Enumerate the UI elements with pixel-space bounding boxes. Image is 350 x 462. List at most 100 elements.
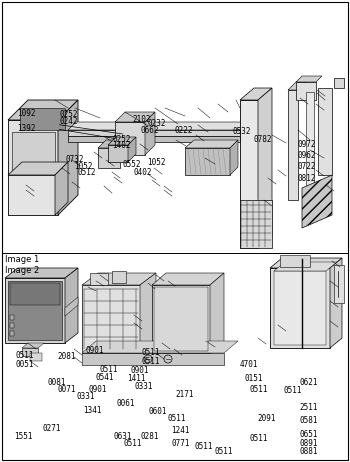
Text: 0512: 0512 xyxy=(78,168,96,177)
Polygon shape xyxy=(5,278,65,343)
Polygon shape xyxy=(115,122,145,155)
Polygon shape xyxy=(302,175,332,228)
Text: 1411: 1411 xyxy=(127,374,146,383)
Text: 0511: 0511 xyxy=(214,447,232,456)
Polygon shape xyxy=(98,140,128,148)
Text: 0071: 0071 xyxy=(58,385,76,395)
Text: Image 2: Image 2 xyxy=(5,266,39,275)
Text: 0972: 0972 xyxy=(298,140,316,149)
Polygon shape xyxy=(330,258,342,348)
Text: 0962: 0962 xyxy=(298,151,316,160)
Text: 0511: 0511 xyxy=(195,442,213,451)
Text: 0901: 0901 xyxy=(86,346,104,355)
Text: 0081: 0081 xyxy=(48,378,66,387)
Polygon shape xyxy=(68,122,248,130)
Polygon shape xyxy=(65,297,78,316)
Polygon shape xyxy=(288,90,298,200)
Text: 0901: 0901 xyxy=(131,366,149,375)
Text: 4701: 4701 xyxy=(240,360,258,370)
Text: 0601: 0601 xyxy=(149,407,167,416)
Polygon shape xyxy=(318,88,332,175)
Polygon shape xyxy=(108,145,128,162)
Polygon shape xyxy=(5,268,78,278)
Text: 0511: 0511 xyxy=(142,357,160,366)
Text: 0901: 0901 xyxy=(88,385,106,395)
Text: 0732: 0732 xyxy=(66,155,84,164)
Text: 0252: 0252 xyxy=(113,135,131,144)
Text: 0532: 0532 xyxy=(232,127,251,136)
Polygon shape xyxy=(68,130,240,136)
Text: 2511: 2511 xyxy=(300,403,318,412)
Text: 0511: 0511 xyxy=(142,347,160,357)
Text: 0621: 0621 xyxy=(300,378,318,387)
Polygon shape xyxy=(10,323,14,328)
Polygon shape xyxy=(20,108,65,130)
Polygon shape xyxy=(296,82,316,100)
Text: 0881: 0881 xyxy=(300,447,318,456)
Polygon shape xyxy=(210,273,224,353)
Polygon shape xyxy=(90,273,108,285)
Text: 0511: 0511 xyxy=(123,439,141,448)
Text: Image 1: Image 1 xyxy=(5,255,39,264)
Text: 1052: 1052 xyxy=(148,158,166,167)
Text: 0281: 0281 xyxy=(141,432,159,441)
Text: 0722: 0722 xyxy=(298,162,316,171)
Polygon shape xyxy=(12,132,55,210)
Polygon shape xyxy=(65,268,78,343)
Text: 0511: 0511 xyxy=(250,385,268,395)
Text: 1092: 1092 xyxy=(18,109,36,118)
Polygon shape xyxy=(108,137,136,145)
Polygon shape xyxy=(288,82,306,90)
Polygon shape xyxy=(306,92,314,190)
Polygon shape xyxy=(270,268,330,348)
Polygon shape xyxy=(152,273,224,285)
Polygon shape xyxy=(145,112,155,155)
Polygon shape xyxy=(115,112,155,122)
Polygon shape xyxy=(296,76,322,82)
Polygon shape xyxy=(8,281,62,340)
Polygon shape xyxy=(230,140,238,175)
Polygon shape xyxy=(274,271,326,345)
Polygon shape xyxy=(22,343,44,348)
Polygon shape xyxy=(185,140,238,148)
Text: 0242: 0242 xyxy=(60,117,78,127)
Text: 0402: 0402 xyxy=(134,168,152,177)
Text: 0581: 0581 xyxy=(300,416,318,425)
Text: 1402: 1402 xyxy=(113,141,131,151)
Polygon shape xyxy=(82,285,140,353)
Text: 0511: 0511 xyxy=(167,414,186,423)
Polygon shape xyxy=(240,200,272,248)
Text: 0812: 0812 xyxy=(298,174,316,183)
Polygon shape xyxy=(10,315,14,320)
Polygon shape xyxy=(22,348,38,356)
Polygon shape xyxy=(258,88,272,248)
Polygon shape xyxy=(112,271,126,283)
Text: 2081: 2081 xyxy=(57,352,76,361)
Text: 0511: 0511 xyxy=(284,386,302,395)
Polygon shape xyxy=(274,262,337,271)
Polygon shape xyxy=(128,137,136,162)
Text: 2171: 2171 xyxy=(176,390,194,399)
Polygon shape xyxy=(10,331,14,336)
Polygon shape xyxy=(68,136,240,142)
Polygon shape xyxy=(270,258,342,268)
Text: 0511: 0511 xyxy=(99,365,118,374)
Text: 0651: 0651 xyxy=(300,430,318,439)
Text: 0662: 0662 xyxy=(141,126,159,135)
Polygon shape xyxy=(152,285,210,353)
Text: 1392: 1392 xyxy=(18,124,36,133)
Text: 0051: 0051 xyxy=(16,359,34,369)
Polygon shape xyxy=(82,341,238,353)
Text: 0511: 0511 xyxy=(16,351,34,360)
Polygon shape xyxy=(82,353,224,365)
Polygon shape xyxy=(58,100,78,215)
Polygon shape xyxy=(82,273,156,285)
Text: 2102: 2102 xyxy=(132,115,150,124)
Text: 1052: 1052 xyxy=(74,162,92,171)
Polygon shape xyxy=(334,78,344,88)
Polygon shape xyxy=(334,265,344,303)
Polygon shape xyxy=(240,88,272,100)
Text: 0271: 0271 xyxy=(43,424,61,433)
Text: 0552: 0552 xyxy=(122,160,141,169)
Text: 1341: 1341 xyxy=(83,406,102,415)
